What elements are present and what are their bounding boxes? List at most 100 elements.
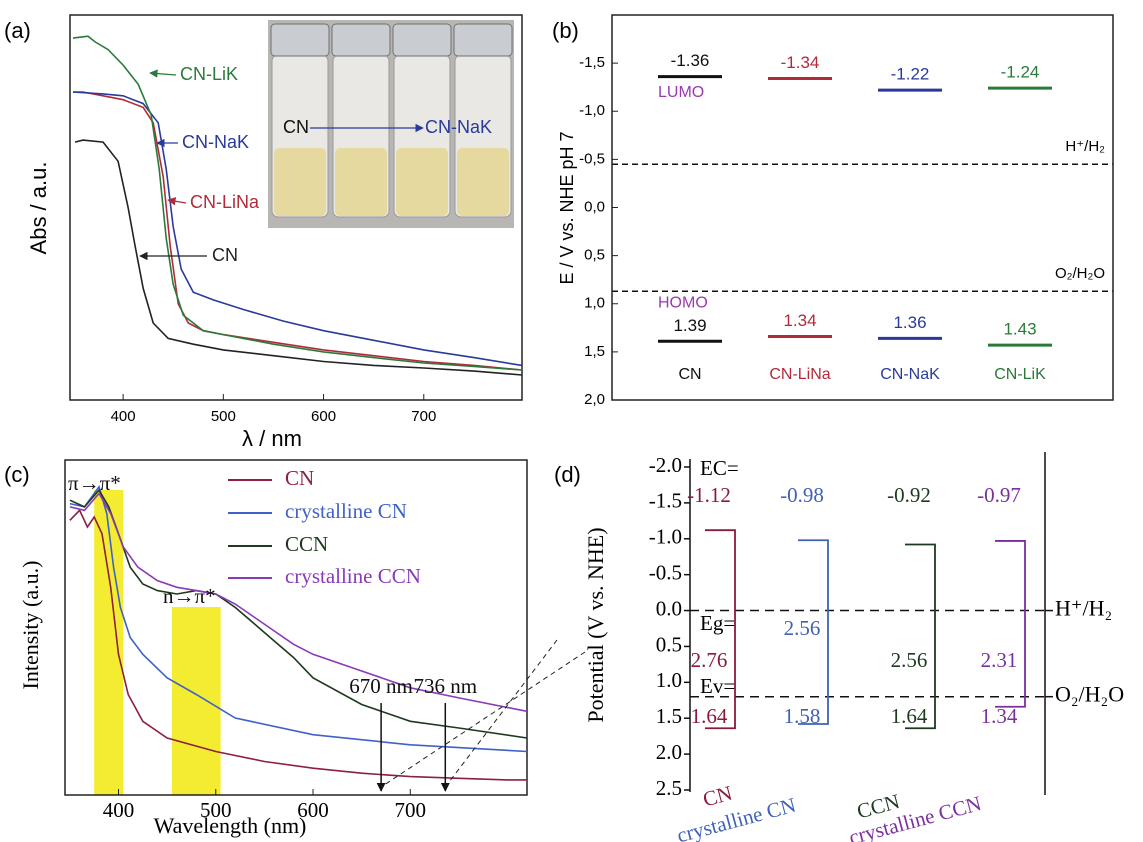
value-label: 1.34 [783, 311, 816, 330]
value-label: -0.92 [887, 483, 931, 507]
jar-cap [271, 24, 329, 56]
category-label: CN-LiNa [769, 366, 830, 383]
x-tick-label: 400 [111, 408, 136, 425]
value-label: -1.24 [1001, 63, 1040, 82]
panel-label: (a) [4, 18, 31, 43]
y-tick-label: 2,0 [584, 391, 605, 408]
y-tick-label: 0,0 [584, 198, 605, 215]
x-tick-label: 700 [411, 408, 436, 425]
annotation: n→π* [163, 584, 216, 608]
series-label: HOMO [658, 295, 708, 312]
band-bracket [995, 541, 1025, 707]
y-tick-label: -0,5 [579, 150, 605, 167]
reference-label: O₂/H₂O [1055, 682, 1124, 707]
annotation: CN-LiNa [190, 192, 260, 212]
annotation: CN [212, 245, 238, 265]
value-label: 2.31 [981, 648, 1018, 672]
row-label: EC= [700, 456, 739, 480]
y-tick-label: -1,5 [579, 54, 605, 71]
y-tick-label: 0.0 [656, 596, 682, 620]
y-tick-label: -0.5 [649, 560, 682, 584]
annotation: 670 nm [349, 674, 413, 698]
y-tick-label: 0.5 [656, 632, 682, 656]
y-tick-label: 1.0 [656, 668, 682, 692]
value-label: 1.64 [891, 704, 928, 728]
row-label: Eg= [700, 611, 735, 635]
value-label: -1.34 [781, 53, 820, 72]
jar-cap [393, 24, 451, 56]
figure: 400500600700CN-LiKCN-NaKCN-LiNaCNCNCN-Na… [0, 0, 1143, 842]
y-tick-label: -1,0 [579, 102, 605, 119]
y-axis-label: Intensity (a.u.) [18, 561, 43, 690]
category-label: CN [700, 781, 734, 812]
value-label: 1.39 [673, 316, 706, 335]
value-label: 1.43 [1003, 320, 1036, 339]
y-tick-label: 1,5 [584, 343, 605, 360]
value-label: -0.97 [977, 483, 1021, 507]
value-label: 1.64 [691, 704, 728, 728]
y-tick-label: 0,5 [584, 247, 605, 264]
x-tick-label: 500 [211, 408, 236, 425]
y-tick-label: -2.0 [649, 453, 682, 477]
reference-label: H⁺/H₂ [1065, 138, 1105, 155]
annotation: CN [283, 117, 309, 137]
category-label: CN-LiK [994, 366, 1046, 383]
tangent-line [445, 640, 557, 787]
jar-powder [274, 148, 326, 216]
value-label: 2.56 [891, 648, 928, 672]
category-label: CN-NaK [880, 366, 940, 383]
value-label: 2.56 [784, 616, 821, 640]
value-label: -1.36 [671, 51, 710, 70]
value-label: -0.98 [780, 483, 824, 507]
x-axis-label: Wavelength (nm) [154, 813, 307, 838]
reference-label: H⁺/H₂ [1055, 596, 1112, 621]
jar-cap [454, 24, 512, 56]
category-label: CN [678, 366, 701, 383]
legend-label: CCN [285, 532, 328, 556]
tangent-line [381, 652, 585, 787]
value-label: 1.34 [981, 704, 1018, 728]
panel-b: H⁺/H₂ O₂/H₂O -1,5 -1,0 -0,5 0,0 0,5 1,0 1,5 2,0 CN… [552, 15, 1113, 408]
y-axis-label: Potential (V vs. NHE) [583, 527, 608, 722]
annotation: π→π* [68, 471, 121, 495]
value-label: 1.58 [784, 704, 821, 728]
x-tick-label: 700 [395, 798, 427, 822]
x-tick-label: 400 [103, 798, 135, 822]
legend-label: crystalline CN [285, 499, 407, 523]
series-label: LUMO [658, 84, 704, 101]
annotation: 736 nm [414, 674, 478, 698]
row-label: Ev= [700, 674, 735, 698]
series-line [70, 490, 527, 738]
y-tick-label: -1.5 [649, 489, 682, 513]
panel-label: (d) [554, 462, 581, 487]
panel-label: (b) [552, 18, 579, 43]
annotation: CN-NaK [182, 132, 249, 152]
jar-powder [396, 148, 448, 216]
category-label: crystalline CN [674, 793, 798, 842]
y-tick-label: 1,0 [584, 295, 605, 312]
panel-d: -2.0 -1.5 -1.0 -0.5 0.0 0.5 1.0 1.5 2.0 2.5 H⁺/H₂ O… [554, 452, 1124, 842]
y-axis-label: Abs / a.u. [26, 162, 51, 255]
jar-cap [332, 24, 390, 56]
y-tick-label: 2.0 [656, 740, 682, 764]
legend-label: CN [285, 466, 314, 490]
page: 400500600700CN-LiKCN-NaKCN-LiNaCNCNCN-Na… [0, 0, 1143, 842]
annotation-arrow [150, 73, 176, 75]
value-label: 2.76 [691, 648, 728, 672]
value-label: -1.22 [891, 65, 930, 84]
y-tick-label: 2.5 [656, 776, 682, 800]
legend-label: crystalline CCN [285, 564, 421, 588]
y-tick-label: 1.5 [656, 704, 682, 728]
annotation: CN-LiK [180, 64, 238, 84]
value-label: 1.36 [893, 313, 926, 332]
jar-powder [335, 148, 387, 216]
band-bracket [905, 545, 935, 729]
value-label: -1.12 [687, 483, 731, 507]
reference-label: O₂/H₂O [1055, 265, 1105, 282]
y-tick-label: -1.0 [649, 525, 682, 549]
highlight-band [172, 607, 221, 795]
annotation: CN-NaK [425, 117, 492, 137]
jar-powder [457, 148, 509, 216]
